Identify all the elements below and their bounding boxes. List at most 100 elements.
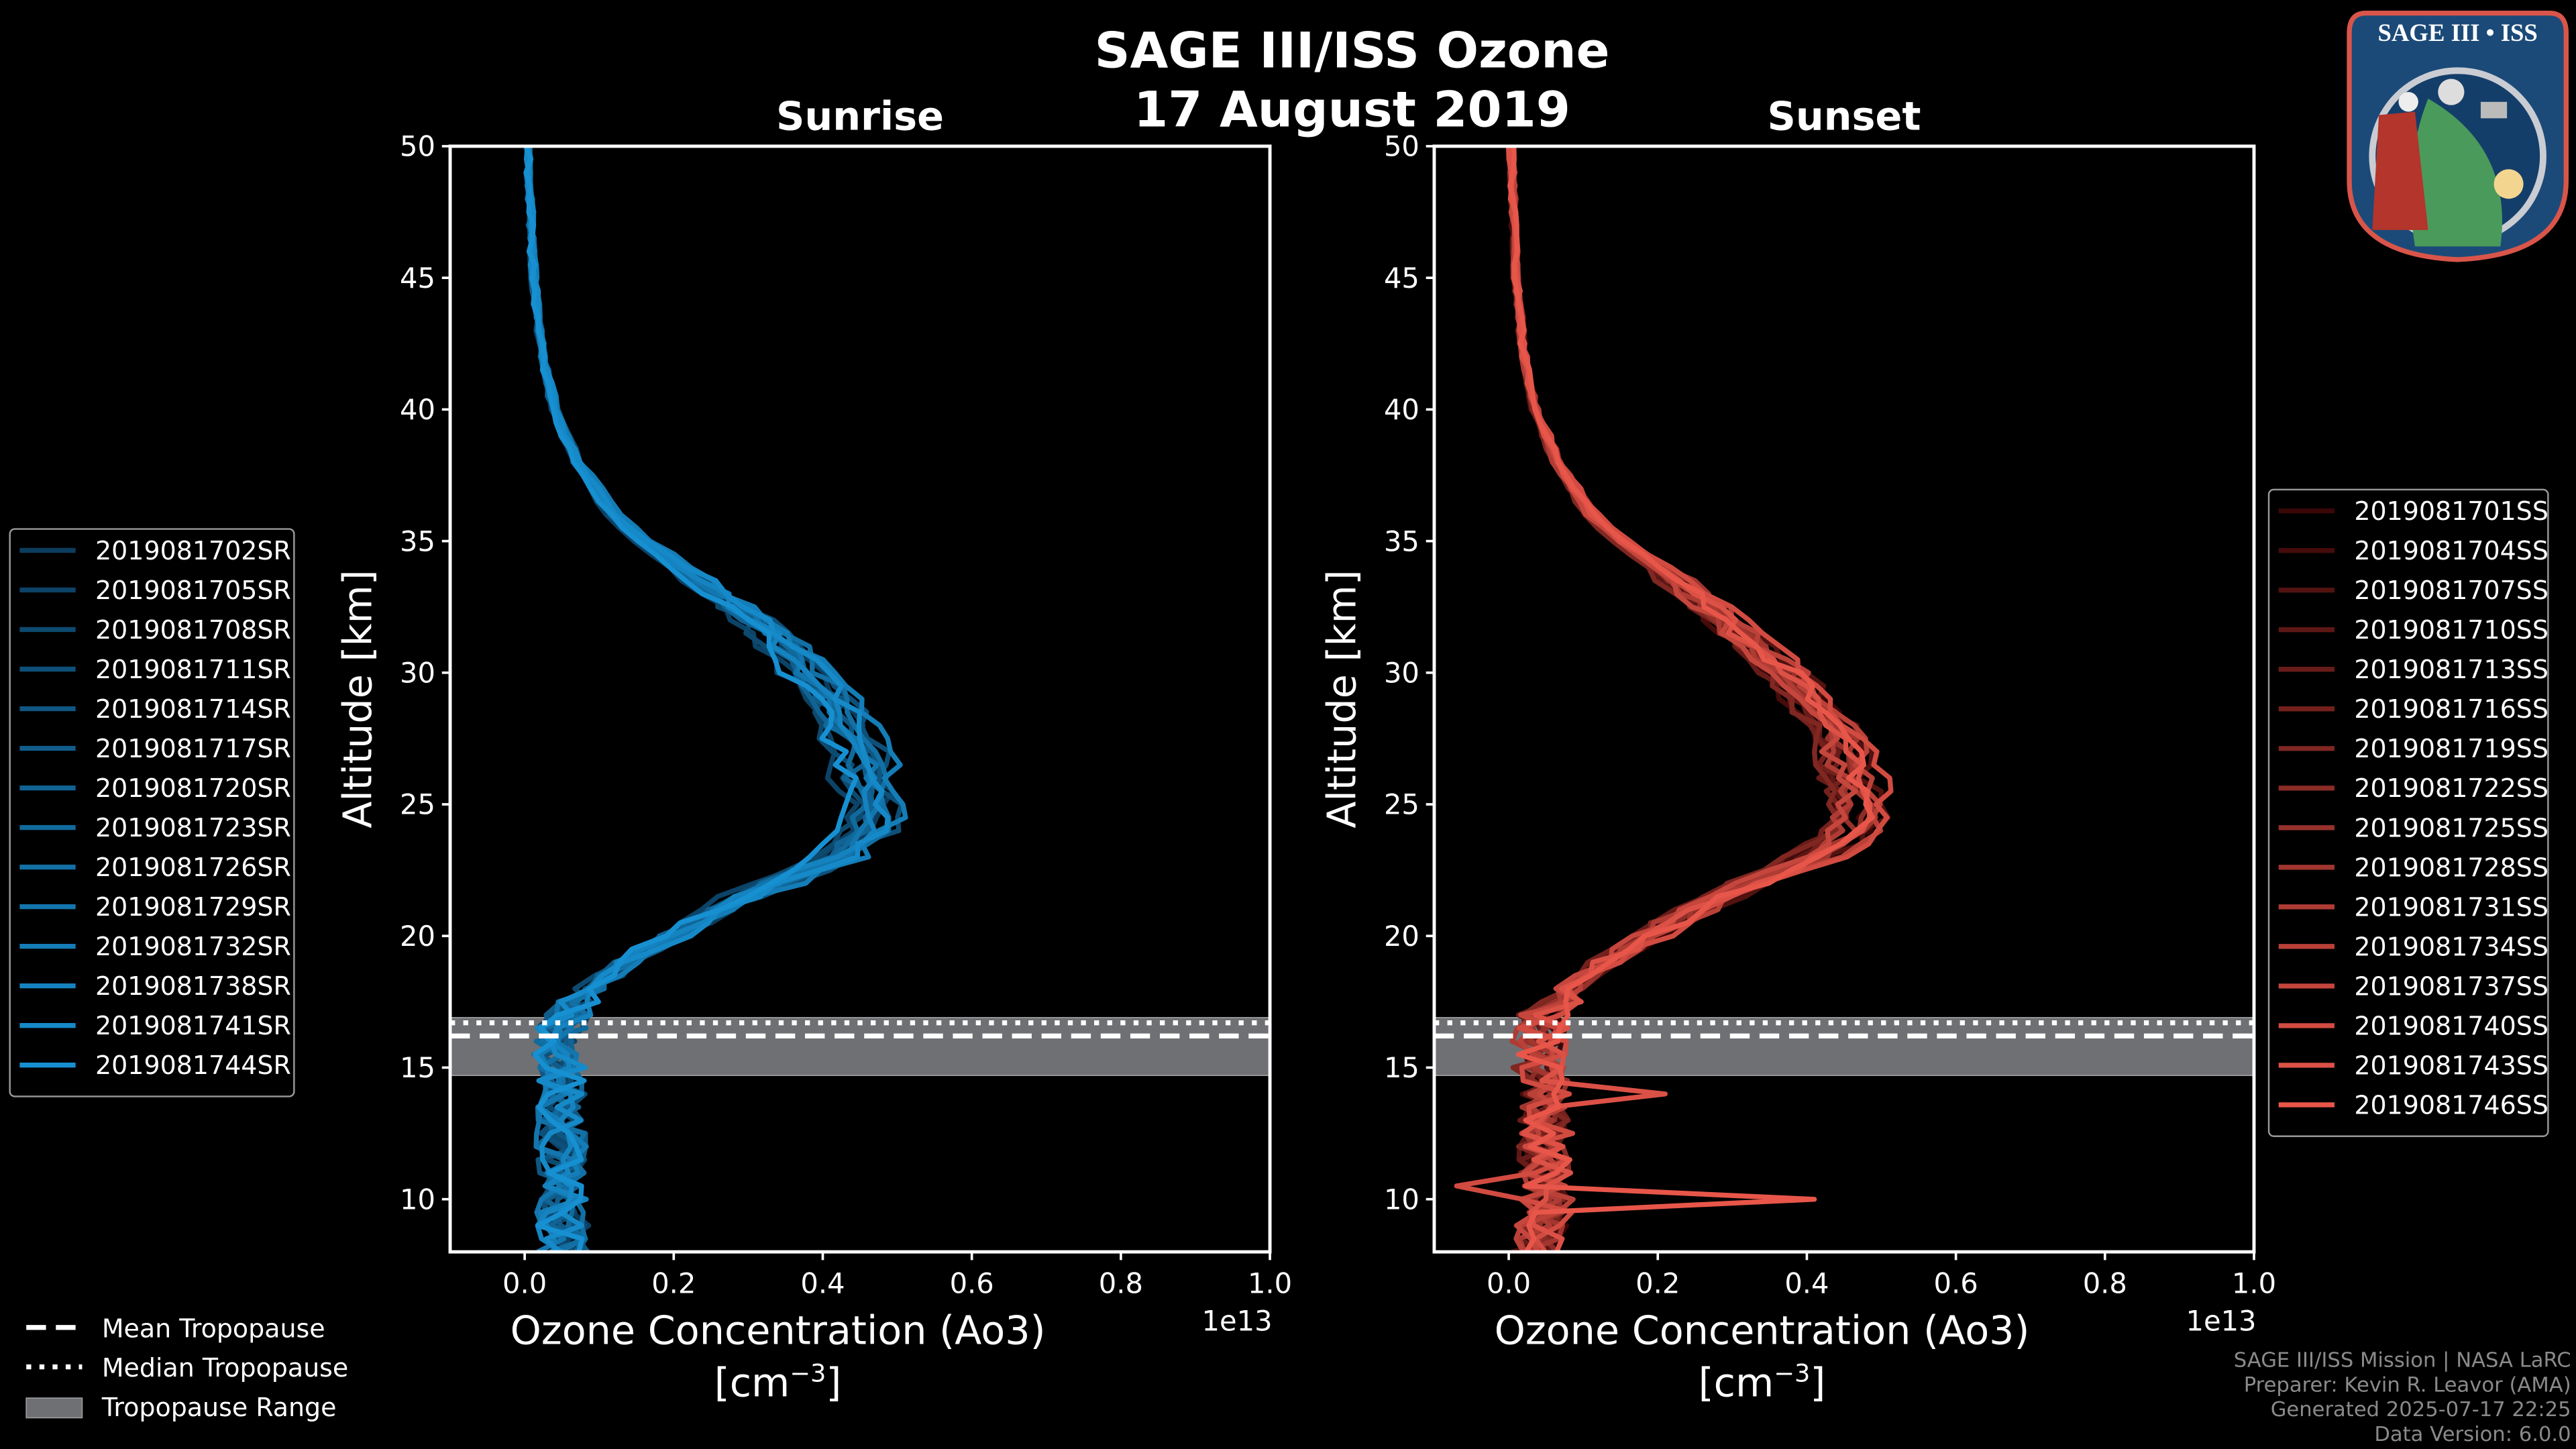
x-tick-label: 0.8 [2083,1267,2127,1299]
axes-frame [1432,144,2256,1254]
figure-date: 17 August 2019 [1134,82,1570,139]
legend-entry: 2019081725SS [2354,813,2548,843]
legend-entry: 2019081704SS [2354,536,2548,566]
y-tick-label: 10 [400,1183,435,1216]
legend-box [2267,488,2549,1137]
x-tick-label: 1.0 [2232,1267,2276,1299]
sage-iii-iss-logo: SAGE III • ISS [2347,10,2569,262]
y-tick-label: 25 [1384,788,1419,821]
profile-line-2019081743SS [1505,146,1873,1252]
profile-line-2019081744SR [523,146,859,1252]
tropopause-legend: Mean Tropopause Median Tropopause Tropop… [25,1313,348,1422]
median-tropopause-label: Median Tropopause [102,1353,348,1383]
x-tick-label: 0.6 [1934,1267,1978,1299]
legend-entry: 2019081707SS [2354,576,2548,605]
legend-entry: 2019081720SR [95,773,291,803]
unit-text: [cm [714,1360,790,1406]
y-tick-label: 40 [400,393,435,426]
x-tick-label: 0.4 [800,1267,845,1299]
x-tick-label: 0.8 [1099,1267,1143,1299]
legend-entry: 2019081722SS [2354,773,2548,803]
legend-entry: 2019081728SS [2354,853,2548,882]
legend-entry: 2019081746SS [2354,1090,2548,1120]
unit-exponent: −3 [790,1359,826,1388]
legend-entry: 2019081729SR [95,892,291,922]
x-axis-unit: [cm−3] [714,1359,842,1406]
legend-entry: 2019081741SR [95,1011,291,1040]
y-tick-label: 20 [1384,920,1419,953]
y-tick-label: 10 [1384,1183,1419,1216]
legend-entry: 2019081726SR [95,853,291,882]
legend-box [9,528,295,1097]
legend-entry: 2019081710SS [2354,615,2548,645]
legend-entry: 2019081719SS [2354,734,2548,763]
legend-entry: 2019081743SS [2354,1051,2548,1080]
legend-entry: 2019081701SS [2354,496,2548,526]
x-axis-unit: [cm−3] [1699,1359,1826,1406]
x-tick-label: 0.0 [502,1267,547,1299]
y-tick-label: 30 [1384,656,1419,689]
x-tick-label: 0.2 [1635,1267,1680,1299]
y-tick-label: 15 [1384,1051,1419,1084]
x-tick-label: 1.0 [1248,1267,1292,1299]
y-tick-label: 35 [400,525,435,557]
y-tick-label: 20 [400,920,435,953]
profile-line-2019081746SS [1507,146,1875,1252]
legend-entry: 2019081723SR [95,813,291,843]
x-offset-label: 1e13 [2186,1305,2256,1338]
unit-bracket: ] [826,1360,841,1406]
legend-entry: 2019081702SR [95,536,291,566]
credit-line: SAGE III/ISS Mission | NASA LaRC [2234,1349,2571,1373]
credit-line: Preparer: Kevin R. Leavor (AMA) [2244,1373,2571,1397]
x-tick-label: 0.6 [950,1267,994,1299]
y-tick-label: 40 [1384,393,1419,426]
credit-line: Data Version: 6.0.0 [2374,1423,2571,1446]
x-axis-label: Ozone Concentration (Ao3) [511,1307,1046,1353]
x-offset-label: 1e13 [1202,1305,1273,1338]
y-tick-label: 15 [400,1051,435,1084]
x-tick-label: 0.0 [1487,1267,1531,1299]
panel-title: Sunset [1768,93,1921,139]
axes-frame [448,144,1272,1254]
y-tick-label: 45 [1384,262,1419,294]
y-axis-label: Altitude [km] [1318,570,1364,828]
y-tick-label: 35 [1384,525,1419,557]
y-tick-label: 50 [400,130,435,163]
legend-entry: 2019081711SR [95,655,291,684]
legend-entry: 2019081705SR [95,576,291,605]
y-tick-label: 30 [400,656,435,689]
tropopause-range-swatch [25,1397,83,1419]
legend-entry: 2019081734SS [2354,932,2548,961]
svg-text:SAGE III • ISS: SAGE III • ISS [2377,19,2537,46]
unit-exponent: −3 [1774,1359,1810,1388]
sunrise-panel: Sunrise 0.0 0.2 0.4 0.6 0.8 1.0 10 15 20 25 30 35 40 4… [9,93,1292,1406]
sunset-panel: Sunset 0.0 0.2 0.4 0.6 0.8 1.0 10 15 20 25 30 35 40 45… [1318,93,2549,1406]
legend-entry: 2019081708SR [95,615,291,645]
y-tick-label: 50 [1384,130,1419,163]
unit-text: [cm [1699,1360,1774,1406]
sunset-legend: 2019081701SS 2019081704SS 2019081707SS 2019… [2267,488,2549,1137]
y-tick-label: 45 [400,262,435,294]
legend-entry: 2019081714SR [95,694,291,724]
credit-line: Generated 2025-07-17 22:25 [2271,1398,2571,1421]
legend-entry: 2019081738SR [95,971,291,1001]
legend-entry: 2019081740SS [2354,1011,2548,1040]
legend-entry: 2019081713SS [2354,655,2548,684]
mean-tropopause-label: Mean Tropopause [102,1313,325,1343]
legend-entry: 2019081737SS [2354,971,2548,1001]
legend-entry: 2019081732SR [95,932,291,961]
sunrise-legend: 2019081702SR 2019081705SR 2019081708SR 2019… [9,528,295,1097]
legend-entry: 2019081716SS [2354,694,2548,724]
tropopause-range-label: Tropopause Range [101,1393,337,1422]
legend-entry: 2019081744SR [95,1051,291,1080]
legend-entry: 2019081731SS [2354,892,2548,922]
unit-bracket: ] [1810,1360,1825,1406]
panel-title: Sunrise [776,93,944,139]
legend-entry: 2019081717SR [95,734,291,763]
x-axis-label: Ozone Concentration (Ao3) [1495,1307,2030,1353]
y-tick-label: 25 [400,788,435,821]
x-tick-label: 0.2 [651,1267,696,1299]
figure-title: SAGE III/ISS Ozone [1095,22,1610,79]
x-tick-label: 0.4 [1784,1267,1829,1299]
